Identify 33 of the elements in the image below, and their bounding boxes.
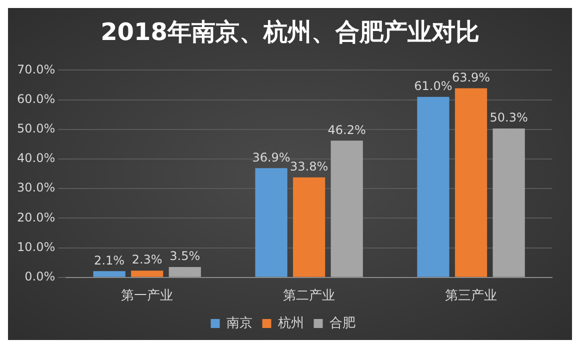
bar xyxy=(131,270,164,277)
data-label: 2.1% xyxy=(94,253,125,268)
bar xyxy=(417,96,450,277)
bar xyxy=(93,271,126,277)
bar xyxy=(293,177,326,277)
bar xyxy=(255,168,288,277)
y-tick-label: 30.0% xyxy=(16,180,56,195)
legend-label: 南京 xyxy=(226,316,252,331)
legend-label: 合肥 xyxy=(329,316,356,331)
bar xyxy=(492,128,525,277)
x-tick-label: 第二产业 xyxy=(283,288,336,304)
chart-title: 2018年南京、杭州、合肥产业对比 xyxy=(100,17,480,48)
data-label: 61.0% xyxy=(414,78,452,93)
y-tick-label: 0.0% xyxy=(24,270,56,284)
y-tick-label: 40.0% xyxy=(16,151,56,166)
legend-label: 杭州 xyxy=(276,316,304,331)
data-label: 33.8% xyxy=(290,159,328,174)
bar xyxy=(330,140,363,277)
x-tick-label: 第三产业 xyxy=(445,288,498,304)
data-label: 63.9% xyxy=(452,70,490,84)
y-tick-label: 60.0% xyxy=(16,92,56,106)
bar xyxy=(168,267,201,277)
data-label: 50.3% xyxy=(490,110,528,125)
bar xyxy=(454,88,488,277)
data-label: 46.2% xyxy=(328,122,366,137)
y-tick-label: 50.0% xyxy=(16,122,56,136)
data-label: 36.9% xyxy=(252,150,290,164)
y-tick-label: 70.0% xyxy=(16,62,56,76)
x-tick-label: 第一产业 xyxy=(121,288,174,304)
data-label: 3.5% xyxy=(170,249,200,264)
y-tick-label: 10.0% xyxy=(16,240,56,254)
data-label: 2.3% xyxy=(132,252,162,267)
y-tick-label: 20.0% xyxy=(16,210,56,224)
